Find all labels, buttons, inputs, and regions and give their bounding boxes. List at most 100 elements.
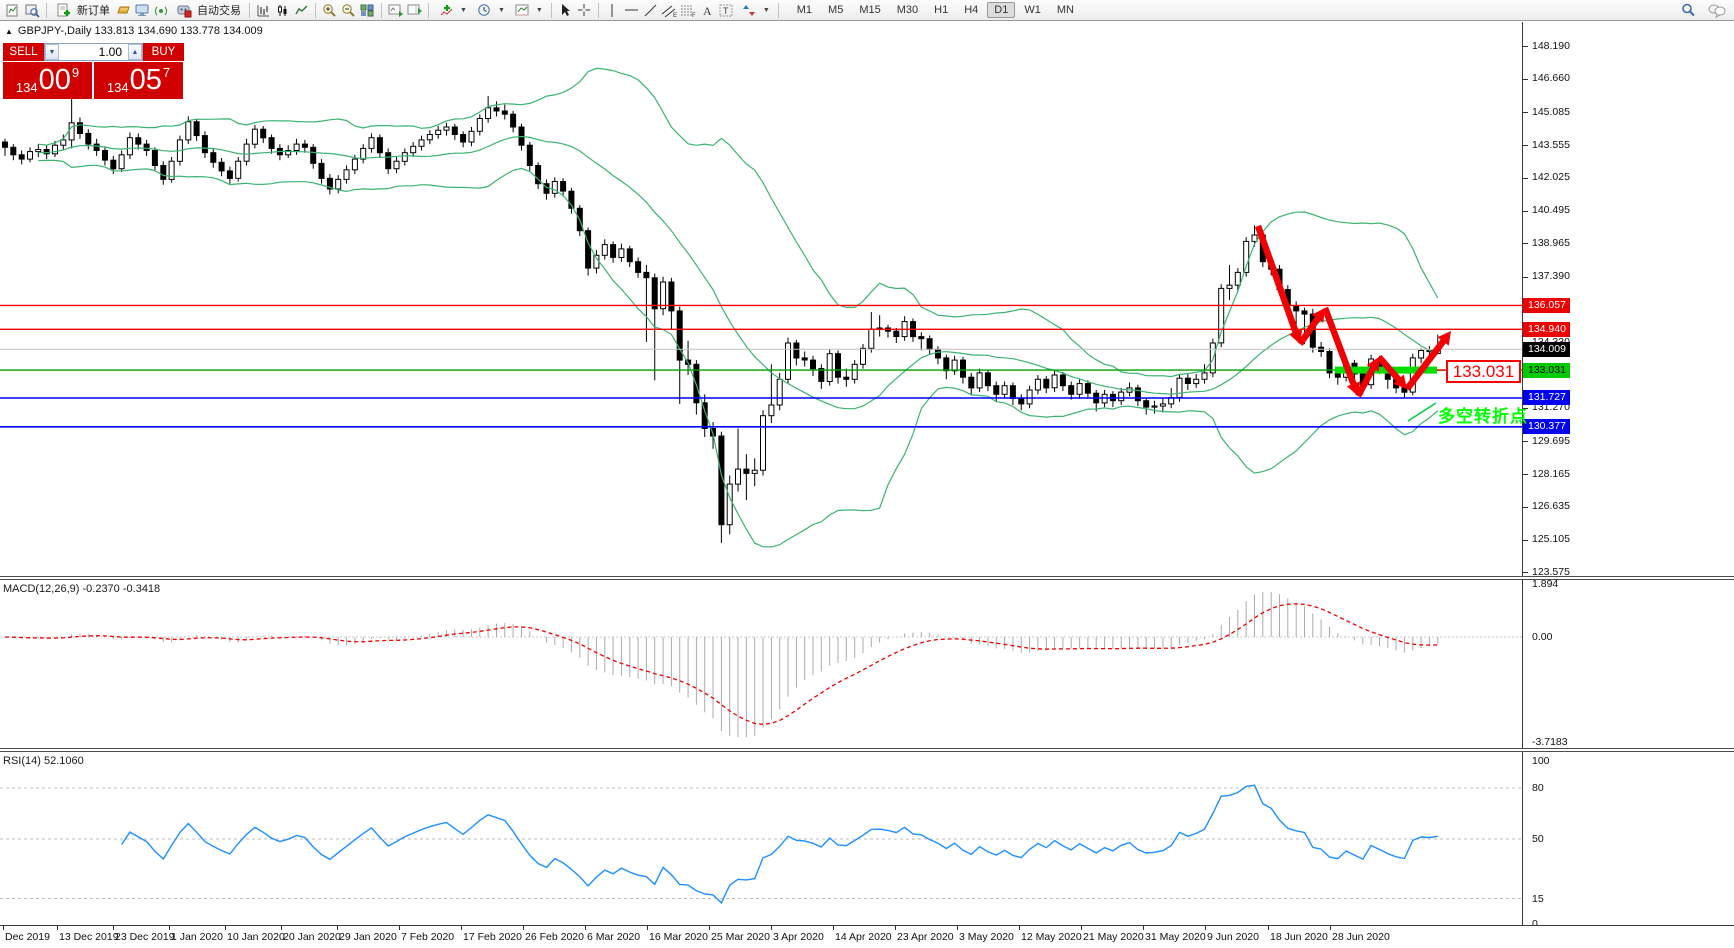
clock-icon <box>475 1 494 19</box>
rsi-panel[interactable] <box>0 752 1522 925</box>
indicators-icon <box>437 1 456 19</box>
indicators-button[interactable]: ▼ <box>433 1 471 19</box>
symbol-ohlc-text: GBPJPY-,Daily 133.813 134.690 133.778 13… <box>17 25 263 37</box>
time-label: 23 Dec 2019 <box>115 931 175 943</box>
arrows-button[interactable]: ▼ <box>736 1 774 19</box>
bar-chart-icon[interactable] <box>254 1 273 19</box>
macd-label: MACD(12,26,9) -0.2370 -0.3418 <box>3 583 161 595</box>
macd-panel[interactable] <box>0 580 1522 748</box>
timeframe-button-d1[interactable]: D1 <box>987 2 1016 18</box>
time-label: 1 Jan 2020 <box>171 931 223 943</box>
timeframe-button-h4[interactable]: H4 <box>964 4 979 16</box>
price-tick-label: 137.390 <box>1532 270 1570 283</box>
line-chart-icon[interactable] <box>292 1 311 19</box>
timeframe-button-mn[interactable]: MN <box>1056 4 1074 16</box>
timeframe-button-m15[interactable]: M15 <box>859 4 881 16</box>
dropdown-arrow-icon: ▼ <box>535 6 543 14</box>
time-tick-mark <box>169 926 170 930</box>
time-tick-mark <box>523 926 524 930</box>
timeframe-button-m5[interactable]: M5 <box>828 4 844 16</box>
rsi-axis-label: 50 <box>1532 833 1544 845</box>
toolbar-separator <box>249 2 250 18</box>
panel-splitter[interactable] <box>0 576 1734 580</box>
new-order-button[interactable]: 新订单 <box>51 1 114 19</box>
chart-shift-icon[interactable] <box>405 1 424 19</box>
time-tick-mark <box>225 926 226 930</box>
periods-button[interactable]: ▼ <box>471 1 509 19</box>
text-icon[interactable]: A <box>698 1 717 19</box>
vertical-line-icon[interactable] <box>603 1 622 19</box>
timeframe-toolbar: M1 M5 M15 M30 H1 H4 D1 W1 MN <box>789 2 1082 18</box>
metaeditor-icon[interactable] <box>114 1 133 19</box>
time-label: 3 May 2020 <box>959 931 1014 943</box>
volume-decrease-button[interactable]: ▼ <box>45 44 59 60</box>
price-tick-mark <box>1523 112 1528 114</box>
svg-text:E: E <box>673 13 677 18</box>
auto-scroll-icon[interactable] <box>386 1 405 19</box>
time-label: 17 Feb 2020 <box>463 931 522 943</box>
time-tick-mark <box>1205 926 1206 930</box>
zoom-in-icon[interactable] <box>320 1 339 19</box>
time-label: 9 Jun 2020 <box>1207 931 1259 943</box>
autotrading-button[interactable]: 自动交易 <box>171 1 245 19</box>
turning-point-annotation: 多空转折点 <box>1438 407 1528 426</box>
time-label: 25 Mar 2020 <box>711 931 770 943</box>
autotrading-icon <box>175 1 194 19</box>
toolbar-right-group <box>1678 1 1726 19</box>
terminal-icon[interactable] <box>133 1 152 19</box>
volume-value[interactable]: 1.00 <box>98 45 122 59</box>
sell-price-pip: 9 <box>71 65 80 80</box>
toolbar-separator <box>315 2 316 18</box>
crosshair-icon[interactable] <box>575 1 594 19</box>
text-label-icon[interactable]: T <box>717 1 736 19</box>
timeframe-button-m30[interactable]: M30 <box>896 4 919 16</box>
volume-increase-button[interactable]: ▲ <box>128 44 142 60</box>
price-tick-label: 125.105 <box>1532 533 1570 546</box>
timeframe-button-h1[interactable]: H1 <box>934 4 949 16</box>
buy-price-pip: 7 <box>162 65 171 80</box>
buy-price-display[interactable]: 134 05 7 <box>94 62 183 99</box>
price-chart-panel[interactable] <box>0 22 1522 576</box>
rsi-axis-label: 15 <box>1532 892 1544 905</box>
tile-windows-icon[interactable] <box>358 1 377 19</box>
macd-axis-label: 0.00 <box>1532 631 1553 643</box>
signals-icon[interactable] <box>152 1 171 19</box>
search-icon[interactable] <box>1678 1 1697 19</box>
fibonacci-icon[interactable]: F <box>679 1 698 19</box>
timeframe-button-w1[interactable]: W1 <box>1024 4 1041 16</box>
buy-price-prefix: 134 <box>106 80 129 95</box>
time-tick-mark <box>647 926 648 930</box>
templates-button[interactable]: ▼ <box>509 1 547 19</box>
time-tick-mark <box>833 926 834 930</box>
time-axis[interactable]: Dec 2019 13 Dec 2019 23 Dec 2019 1 Jan 2020… <box>0 925 1734 948</box>
sell-price-display[interactable]: 134 00 9 <box>3 62 92 99</box>
main-toolbar: 新订单 自动交易 ▼ ▼ ▼ E F A T ▼ <box>0 0 1734 21</box>
time-tick-mark <box>3 926 4 930</box>
rsi-axis-label: 100 <box>1532 755 1550 767</box>
sell-button[interactable]: SELL <box>3 43 44 61</box>
buy-button[interactable]: BUY <box>143 43 184 61</box>
trade-panel-collapse-icon[interactable]: ▲ <box>5 26 13 36</box>
new-order-label: 新订单 <box>77 5 110 17</box>
horizontal-line-icon[interactable] <box>622 1 641 19</box>
time-label: 7 Feb 2020 <box>401 931 455 943</box>
chat-icon[interactable] <box>1707 1 1726 19</box>
time-label: 12 May 2020 <box>1021 931 1082 943</box>
new-chart-icon[interactable] <box>4 1 23 19</box>
equidistant-channel-icon[interactable]: E <box>660 1 679 19</box>
price-badge-130.377: 130.377 <box>1523 419 1570 435</box>
zoom-out-icon[interactable] <box>339 1 358 19</box>
timeframe-button-m1[interactable]: M1 <box>796 4 813 16</box>
time-tick-mark <box>585 926 586 930</box>
dropdown-arrow-icon: ▼ <box>497 6 505 14</box>
price-axis[interactable]: 148.190 146.660 145.085 143.555 142.025 140.4… <box>1522 22 1734 930</box>
price-tick-label: 123.575 <box>1532 565 1570 578</box>
profiles-icon[interactable] <box>23 1 42 19</box>
cursor-icon[interactable] <box>556 1 575 19</box>
trendline-icon[interactable] <box>641 1 660 19</box>
price-tick-label: 143.555 <box>1532 138 1570 151</box>
time-tick-mark <box>709 926 710 930</box>
panel-splitter[interactable] <box>0 748 1734 752</box>
candlestick-chart-icon[interactable] <box>273 1 292 19</box>
time-tick-mark <box>1019 926 1020 930</box>
